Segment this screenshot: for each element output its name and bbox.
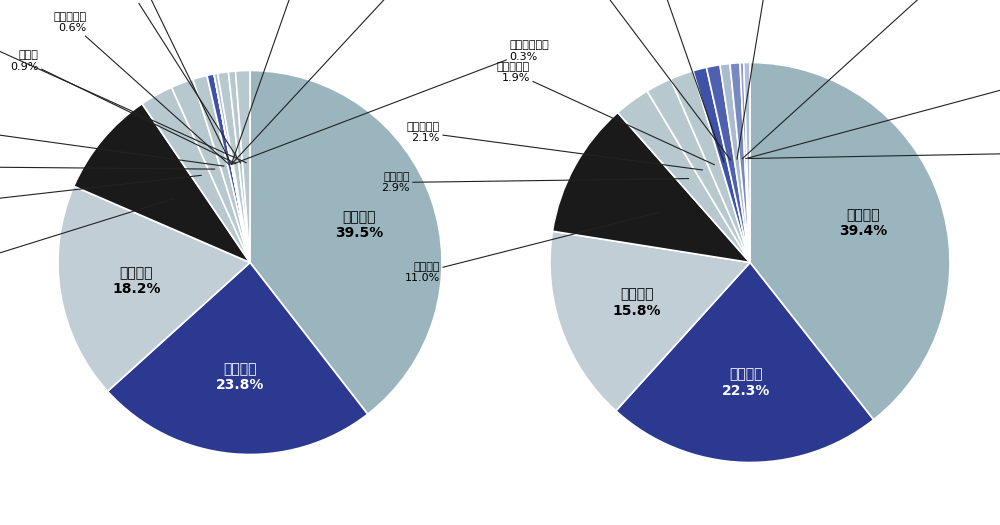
Wedge shape bbox=[214, 74, 250, 262]
Text: 院外紹介
23.8%: 院外紹介 23.8% bbox=[216, 362, 264, 392]
Wedge shape bbox=[214, 74, 250, 262]
Text: 血液内科
2.9%: 血液内科 2.9% bbox=[382, 172, 689, 193]
Wedge shape bbox=[74, 104, 250, 262]
Text: 脳神経外科
0.6%: 脳神経外科 0.6% bbox=[54, 12, 229, 165]
Text: 呼吸器外科
0.8%: 呼吸器外科 0.8% bbox=[737, 0, 787, 159]
Text: 耳鼻咽喉科
1.9%: 耳鼻咽喉科 1.9% bbox=[0, 156, 215, 177]
Text: 外科
0.6%: 外科 0.6% bbox=[116, 0, 241, 163]
Wedge shape bbox=[740, 62, 750, 262]
Wedge shape bbox=[108, 262, 368, 455]
Wedge shape bbox=[218, 72, 250, 262]
Wedge shape bbox=[720, 64, 750, 262]
Wedge shape bbox=[193, 76, 250, 262]
Wedge shape bbox=[207, 74, 250, 262]
Text: 腫瘍内科
39.4%: 腫瘍内科 39.4% bbox=[839, 208, 888, 238]
Text: 脳神経外科
0.8%: 脳神経外科 0.8% bbox=[742, 0, 953, 159]
Text: 泌尿器科
18.2%: 泌尿器科 18.2% bbox=[112, 266, 161, 296]
Wedge shape bbox=[693, 67, 750, 262]
Wedge shape bbox=[214, 74, 250, 262]
Wedge shape bbox=[616, 262, 874, 463]
Wedge shape bbox=[730, 63, 750, 262]
Text: 皮膚科
0.9%: 皮膚科 0.9% bbox=[10, 50, 236, 164]
Text: 外科
1.1%: 外科 1.1% bbox=[646, 0, 724, 162]
Wedge shape bbox=[228, 71, 250, 262]
Text: 消化器内科
1.9%: 消化器内科 1.9% bbox=[497, 62, 714, 165]
Text: 整形外科
0.0%: 整形外科 0.0% bbox=[231, 0, 413, 164]
Text: 整形外科
0.3%: 整形外科 0.3% bbox=[746, 68, 1000, 159]
Wedge shape bbox=[214, 74, 250, 262]
Text: 産婦人科
0.0%: 産婦人科 0.0% bbox=[130, 0, 231, 164]
Wedge shape bbox=[671, 71, 750, 262]
Text: 皮膚科
1.1%: 皮膚科 1.1% bbox=[586, 0, 731, 160]
Text: 歯科口腔外科
0.5%: 歯科口腔外科 0.5% bbox=[748, 142, 1000, 163]
Wedge shape bbox=[250, 70, 442, 414]
Text: 院外紹介
15.8%: 院外紹介 15.8% bbox=[613, 287, 661, 318]
Wedge shape bbox=[618, 91, 750, 262]
Text: 放射線治療科
0.0%: 放射線治療科 0.0% bbox=[231, 0, 318, 164]
Wedge shape bbox=[142, 87, 250, 262]
Wedge shape bbox=[172, 79, 250, 262]
Text: 呼吸器外科
1.2%: 呼吸器外科 1.2% bbox=[0, 12, 246, 163]
Wedge shape bbox=[744, 62, 750, 262]
Text: 緩和ケア内科
0.3%: 緩和ケア内科 0.3% bbox=[232, 40, 549, 164]
Text: 乳腺外科
11.0%: 乳腺外科 11.0% bbox=[405, 213, 659, 284]
Text: 腫瘍内科
39.5%: 腫瘍内科 39.5% bbox=[335, 210, 383, 240]
Wedge shape bbox=[550, 231, 750, 411]
Wedge shape bbox=[236, 70, 250, 262]
Text: 耳鼻咽喉科
2.1%: 耳鼻咽喉科 2.1% bbox=[407, 122, 702, 170]
Text: 泌尿器科
22.3%: 泌尿器科 22.3% bbox=[722, 368, 770, 397]
Text: 消化器内科
2.8%: 消化器内科 2.8% bbox=[0, 175, 201, 219]
Wedge shape bbox=[58, 186, 250, 391]
Wedge shape bbox=[706, 65, 750, 262]
Wedge shape bbox=[647, 79, 750, 262]
Wedge shape bbox=[750, 62, 950, 420]
Text: 乳腺外科
9.0%: 乳腺外科 9.0% bbox=[0, 199, 173, 283]
Wedge shape bbox=[552, 112, 750, 262]
Text: 血液内科
1.2%: 血液内科 1.2% bbox=[0, 121, 224, 166]
